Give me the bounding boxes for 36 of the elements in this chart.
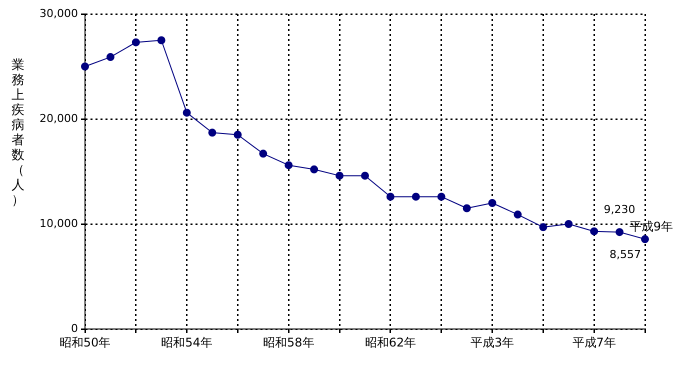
point	[81, 62, 89, 70]
point	[310, 165, 318, 174]
point	[106, 53, 114, 62]
point	[488, 199, 496, 207]
point	[564, 220, 573, 228]
data-label: 8,557	[610, 248, 641, 262]
point	[157, 36, 166, 44]
y-tick-label: 10,000	[40, 216, 78, 230]
point	[234, 130, 242, 139]
text: 業務上疾病者数（人）	[12, 58, 24, 208]
data-label: 9,230	[604, 202, 636, 216]
point	[132, 38, 140, 46]
x-tick-label: 平成7年	[572, 335, 616, 350]
point	[259, 150, 268, 158]
x-tick-label: 昭和50年	[59, 335, 111, 350]
x-tick-label: 昭和58年	[262, 335, 314, 350]
point	[182, 108, 191, 117]
y-tick-label: 0	[71, 322, 78, 335]
y-tick-label: 20,000	[40, 112, 78, 125]
point	[386, 192, 394, 201]
x-tick-label: 平成3年	[470, 335, 514, 350]
y-tick-label: 30,000	[40, 6, 78, 20]
point	[412, 192, 420, 201]
x-tick-label: 昭和62年	[364, 335, 416, 350]
point	[361, 172, 369, 180]
point	[616, 228, 624, 236]
point	[437, 192, 446, 201]
point	[590, 227, 598, 236]
point	[539, 223, 548, 232]
point	[336, 172, 344, 180]
point	[208, 128, 216, 137]
x-tick-label: 昭和54年	[161, 335, 212, 350]
point	[462, 204, 471, 212]
point	[284, 161, 293, 170]
point	[641, 235, 649, 244]
point	[514, 210, 522, 219]
